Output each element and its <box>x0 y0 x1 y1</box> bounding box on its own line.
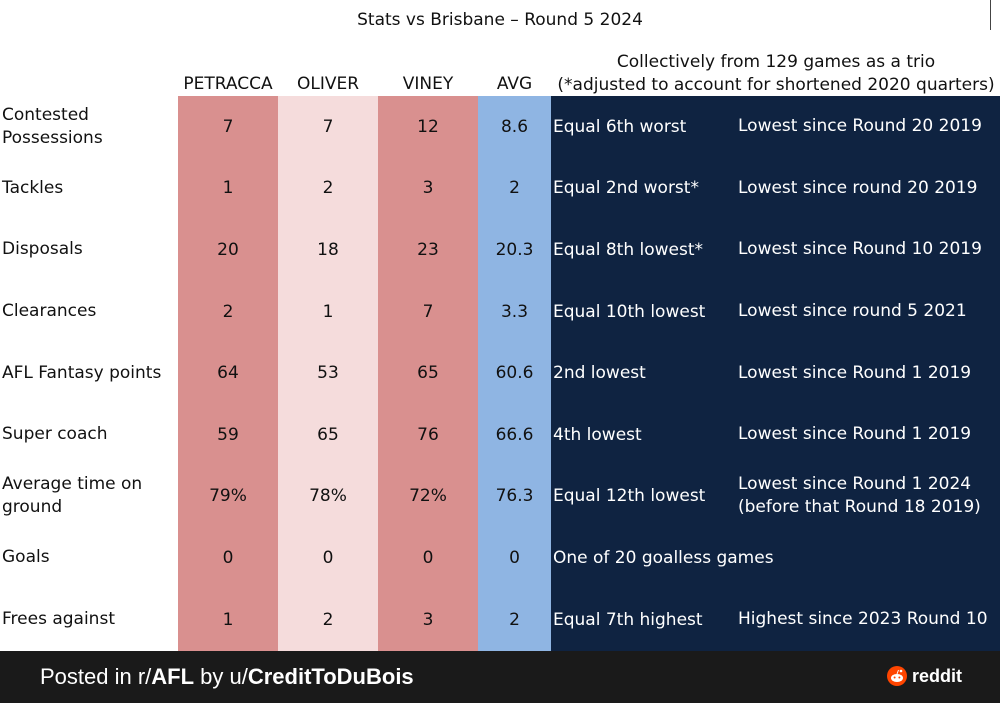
since-note: Lowest since Round 10 2019 <box>738 239 982 260</box>
cell-avg: 60.6 <box>495 363 534 384</box>
cell-oliver: 0 <box>322 547 334 568</box>
header-petracca: PETRACCA <box>183 74 273 94</box>
header-oliver: OLIVER <box>296 74 360 94</box>
row-label: Contested Possessions <box>2 104 103 148</box>
collective-header-line2: (*adjusted to account for shortened 2020… <box>557 75 995 95</box>
cell-avg: 2 <box>509 609 520 630</box>
cell-oliver: 65 <box>317 424 339 445</box>
rank-note: Equal 7th highest <box>553 609 703 630</box>
cell-avg: 20.3 <box>495 239 534 260</box>
cell-viney: 65 <box>417 363 439 384</box>
cell-avg: 2 <box>509 178 520 199</box>
row-label: Goals <box>2 547 50 568</box>
collective-header-line1: Collectively from 129 games as a trio <box>616 52 936 72</box>
cell-oliver: 2 <box>322 178 334 199</box>
posted-prefix: Posted in r/ <box>40 664 152 689</box>
cell-oliver: 2 <box>322 609 334 630</box>
collective-header: Collectively from 129 games as a trio (*… <box>552 51 1000 97</box>
posted-in-text: Posted in r/AFL by u/CreditToDuBois <box>40 664 414 690</box>
since-note: Lowest since round 20 2019 <box>738 177 978 198</box>
cell-viney: 23 <box>417 239 439 260</box>
since-note: Lowest since Round 1 2019 <box>738 362 972 383</box>
cell-petracca: 1 <box>222 178 234 199</box>
cell-petracca: 59 <box>217 424 239 445</box>
collective-column-bg <box>551 96 1000 651</box>
cell-avg: 76.3 <box>495 486 534 507</box>
row-label: Frees against <box>2 609 115 630</box>
cell-petracca: 79% <box>209 486 247 507</box>
subreddit-link[interactable]: AFL <box>151 664 195 689</box>
cell-avg: 0 <box>509 547 520 568</box>
chart-title: Stats vs Brisbane – Round 5 2024 <box>357 10 643 30</box>
since-note: Lowest since Round 1 2019 <box>738 424 972 445</box>
reddit-wordmark: reddit <box>912 665 963 686</box>
rank-note: Equal 12th lowest <box>553 486 706 507</box>
footer-bar: Posted in r/AFL by u/CreditToDuBois redd… <box>0 651 1000 703</box>
cell-avg: 66.6 <box>495 424 534 445</box>
row-label: Tackles <box>2 177 64 198</box>
edge-line <box>990 0 991 30</box>
row-label: Clearances <box>2 301 97 322</box>
row-label: AFL Fantasy points <box>2 362 162 383</box>
avg-column-bg <box>478 96 551 651</box>
oliver-column-bg <box>278 96 378 651</box>
since-note <box>738 527 998 589</box>
cell-viney: 0 <box>422 547 434 568</box>
cell-petracca: 7 <box>222 116 234 137</box>
header-avg: AVG <box>496 74 533 94</box>
rank-note: Equal 2nd worst* <box>553 178 699 199</box>
cell-viney: 3 <box>422 609 434 630</box>
rank-note: 2nd lowest <box>553 363 646 384</box>
since-note-line1: Lowest since Round 1 2024 <box>738 474 972 495</box>
posted-by: by u/ <box>194 664 248 689</box>
rank-note: One of 20 goalless games <box>553 547 774 568</box>
petracca-column-bg <box>178 96 278 651</box>
cell-oliver: 78% <box>309 486 347 507</box>
row-label: Average time on ground <box>2 474 143 518</box>
since-note-line2: (before that Round 18 2019) <box>738 497 981 518</box>
reddit-logo-icon <box>887 666 907 686</box>
cell-petracca: 1 <box>222 609 234 630</box>
cell-oliver: 53 <box>317 363 339 384</box>
cell-avg: 3.3 <box>500 301 529 322</box>
rank-note: Equal 10th lowest <box>553 301 706 322</box>
cell-oliver: 7 <box>322 116 334 137</box>
since-note: Lowest since Round 1 2024 (before that Ro… <box>738 466 998 528</box>
cell-petracca: 2 <box>222 301 234 322</box>
cell-viney: 76 <box>417 424 439 445</box>
row-label: Super coach <box>2 424 108 445</box>
reddit-brand[interactable]: reddit <box>886 665 962 687</box>
row-label: Disposals <box>2 239 83 260</box>
cell-viney: 7 <box>422 301 434 322</box>
rank-note: Equal 6th worst <box>553 116 687 137</box>
header-viney: VINEY <box>402 74 454 94</box>
cell-petracca: 0 <box>222 547 234 568</box>
cell-viney: 72% <box>409 486 447 507</box>
since-note: Lowest since Round 20 2019 <box>738 116 982 137</box>
since-note: Lowest since round 5 2021 <box>738 301 967 322</box>
since-note: Highest since 2023 Round 10 <box>738 609 988 630</box>
cell-petracca: 20 <box>217 239 239 260</box>
username-link[interactable]: CreditToDuBois <box>247 664 414 689</box>
cell-viney: 3 <box>422 178 434 199</box>
viney-column-bg <box>378 96 478 651</box>
cell-avg: 8.6 <box>500 116 529 137</box>
cell-viney: 12 <box>417 116 439 137</box>
rank-note: Equal 8th lowest* <box>553 239 704 260</box>
cell-oliver: 18 <box>317 239 339 260</box>
rank-note: 4th lowest <box>553 424 642 445</box>
cell-petracca: 64 <box>217 363 239 384</box>
cell-oliver: 1 <box>322 301 334 322</box>
